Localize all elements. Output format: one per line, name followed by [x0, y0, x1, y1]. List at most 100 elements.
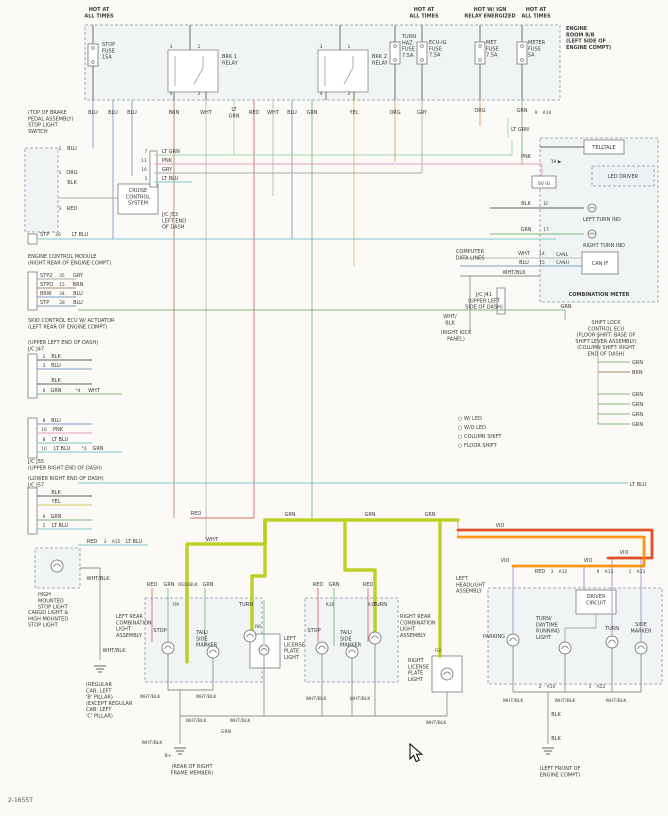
- diagram-label: GRN: [632, 412, 643, 418]
- diagram-label: 1: [348, 44, 351, 50]
- diagram-label: ECU-IG FUSE 7.5A: [429, 40, 447, 59]
- diagram-label: COMBINATION METER: [569, 292, 630, 298]
- diagram-number: 2-1655T: [8, 797, 33, 804]
- diagram-label: BLU: [108, 110, 118, 116]
- wires: [37, 25, 642, 744]
- diagram-label: HOT W/ IGN RELAY ENERGIZED: [464, 7, 515, 19]
- diagram-label: STP: [40, 232, 49, 238]
- mouse-cursor: [409, 742, 424, 763]
- diagram-label: ENGINE CONTROL MODULE (RIGHT REAR OF ENGI…: [28, 254, 111, 266]
- diagram-label: 17: [543, 227, 549, 233]
- bulb-filament: [348, 649, 356, 654]
- relay-icons: [167, 49, 369, 93]
- diagram-label: METER FUSE 5A: [528, 40, 546, 59]
- diagram-label: ○ FLOOR SHIFT: [458, 443, 498, 449]
- diagram-label: A10: [547, 684, 556, 690]
- diagram-label: R9: [173, 602, 179, 608]
- diagram-label: 3: [170, 44, 173, 50]
- diagram-label: SV IG: [538, 181, 551, 187]
- diagram-label: LT BLU: [630, 482, 647, 488]
- sv-ig-box: [531, 175, 557, 189]
- diagram-label: *4: [76, 388, 81, 394]
- relay-icon: [317, 49, 369, 93]
- diagram-label: (REAR OF RIGHT FRAME MEMBER): [171, 764, 214, 776]
- diagram-label: WHT/BLK: [350, 696, 372, 702]
- diagram-label: WHT/BLK: [606, 698, 628, 704]
- diagram-label: SHIFT LOCK CONTROL ECU (FLOOR SHIFT: BASE …: [575, 320, 636, 357]
- diagram-label: WHT: [206, 537, 219, 543]
- bulb-filament: [608, 639, 616, 644]
- diagram-label: WHT: [518, 251, 531, 257]
- bulb-icon: [587, 229, 597, 239]
- bulb-icon: [506, 633, 520, 647]
- diagram-label: GRN: [202, 582, 213, 588]
- diagram-label: YEL: [51, 499, 61, 505]
- diagram-label: LT GRN: [228, 107, 239, 119]
- diagram-label: WHT/BLK: [503, 270, 527, 276]
- diagram-label: RED: [249, 110, 260, 116]
- diagram-label: A22: [597, 684, 606, 690]
- fuse-pin: [393, 58, 397, 62]
- bulb-icon: [50, 559, 64, 573]
- fuse-pin: [91, 60, 95, 64]
- diagram-label: CANH: [556, 260, 569, 266]
- diagram-label: R15: [368, 602, 377, 608]
- diagram-label: GRN: [50, 514, 61, 520]
- bulb-filament: [509, 637, 517, 642]
- diagram-label: RED: [313, 582, 324, 588]
- diagram-label: (LEFT FRONT OF ENGINE COMPT): [540, 766, 581, 778]
- diagram-label: GRN: [163, 582, 174, 588]
- diagram-label: MET FUSE 7.5A: [486, 40, 499, 59]
- diagram-label: ORG: [474, 108, 485, 114]
- diagram-label: PNK: [521, 154, 532, 160]
- diagram-label: GRN: [632, 422, 643, 428]
- diagram-label: LT BLU: [52, 437, 69, 443]
- diagram-label: 7: [145, 149, 148, 155]
- diagram-label: A13: [605, 569, 614, 575]
- diagram-label: VIO: [620, 550, 629, 556]
- highlighted-wire: [456, 535, 646, 568]
- diagram-label: WHT: [200, 110, 213, 116]
- diagram-label: 10: [41, 427, 47, 433]
- bulb-icon: [634, 641, 648, 655]
- diagram-label: 2: [59, 146, 62, 152]
- diagram-label: GRN: [50, 388, 61, 394]
- diagram-label: BRK 2 RELAY: [372, 54, 389, 66]
- diagram-label: BLK: [51, 378, 61, 384]
- bulb-icon: [161, 641, 175, 655]
- diagram-label: CAN IF: [592, 261, 609, 267]
- bulb-filament: [318, 645, 326, 650]
- bulb-icon: [558, 641, 572, 655]
- diagram-label: LEFT REAR COMBINATION LIGHT ASSEMBLY: [116, 614, 152, 639]
- right-rear-combination-light-box: [304, 597, 399, 683]
- bulb-filament: [260, 648, 268, 652]
- diagram-label: GRY: [73, 273, 84, 279]
- diagram-label: LT BLU: [54, 446, 71, 452]
- bulb-filament: [371, 635, 379, 640]
- fuse-pin: [393, 44, 397, 48]
- diagram-label: VIO: [496, 523, 505, 529]
- diagram-label: 3: [551, 569, 554, 575]
- diagram-label: WHT/BLK: [196, 694, 218, 700]
- diagram-label: (TOP OF BRAKE PEDAL ASSEMBLY) STOP LIGHT SW…: [28, 110, 74, 135]
- diagram-label: CRUISE CONTROL SYSTEM: [126, 188, 151, 207]
- diagram-label: HOT AT ALL TIMES: [409, 7, 439, 19]
- diagram-label: RIGHT TURN IND: [583, 243, 625, 249]
- diagram-label: A15: [112, 539, 121, 545]
- diagram-label: 1: [589, 684, 592, 690]
- diagram-label: ○ W/O LED: [458, 425, 486, 431]
- combination-meter-box: [539, 137, 659, 303]
- diagram-label: R16: [326, 602, 335, 608]
- highlighted-wire: [456, 528, 654, 560]
- fuse-icon: [416, 41, 428, 65]
- diagram-label: B+: [165, 753, 172, 759]
- diagram-label: GRN: [632, 392, 643, 398]
- fuse-pin: [420, 58, 424, 62]
- diagram-label: WHT/BLK: [306, 696, 328, 702]
- fuse-pin: [91, 46, 95, 50]
- diagram-label: 3: [43, 363, 46, 369]
- diagram-label: 11: [141, 158, 147, 164]
- diagram-label: TAIL/SIDE MARKER: [195, 630, 218, 649]
